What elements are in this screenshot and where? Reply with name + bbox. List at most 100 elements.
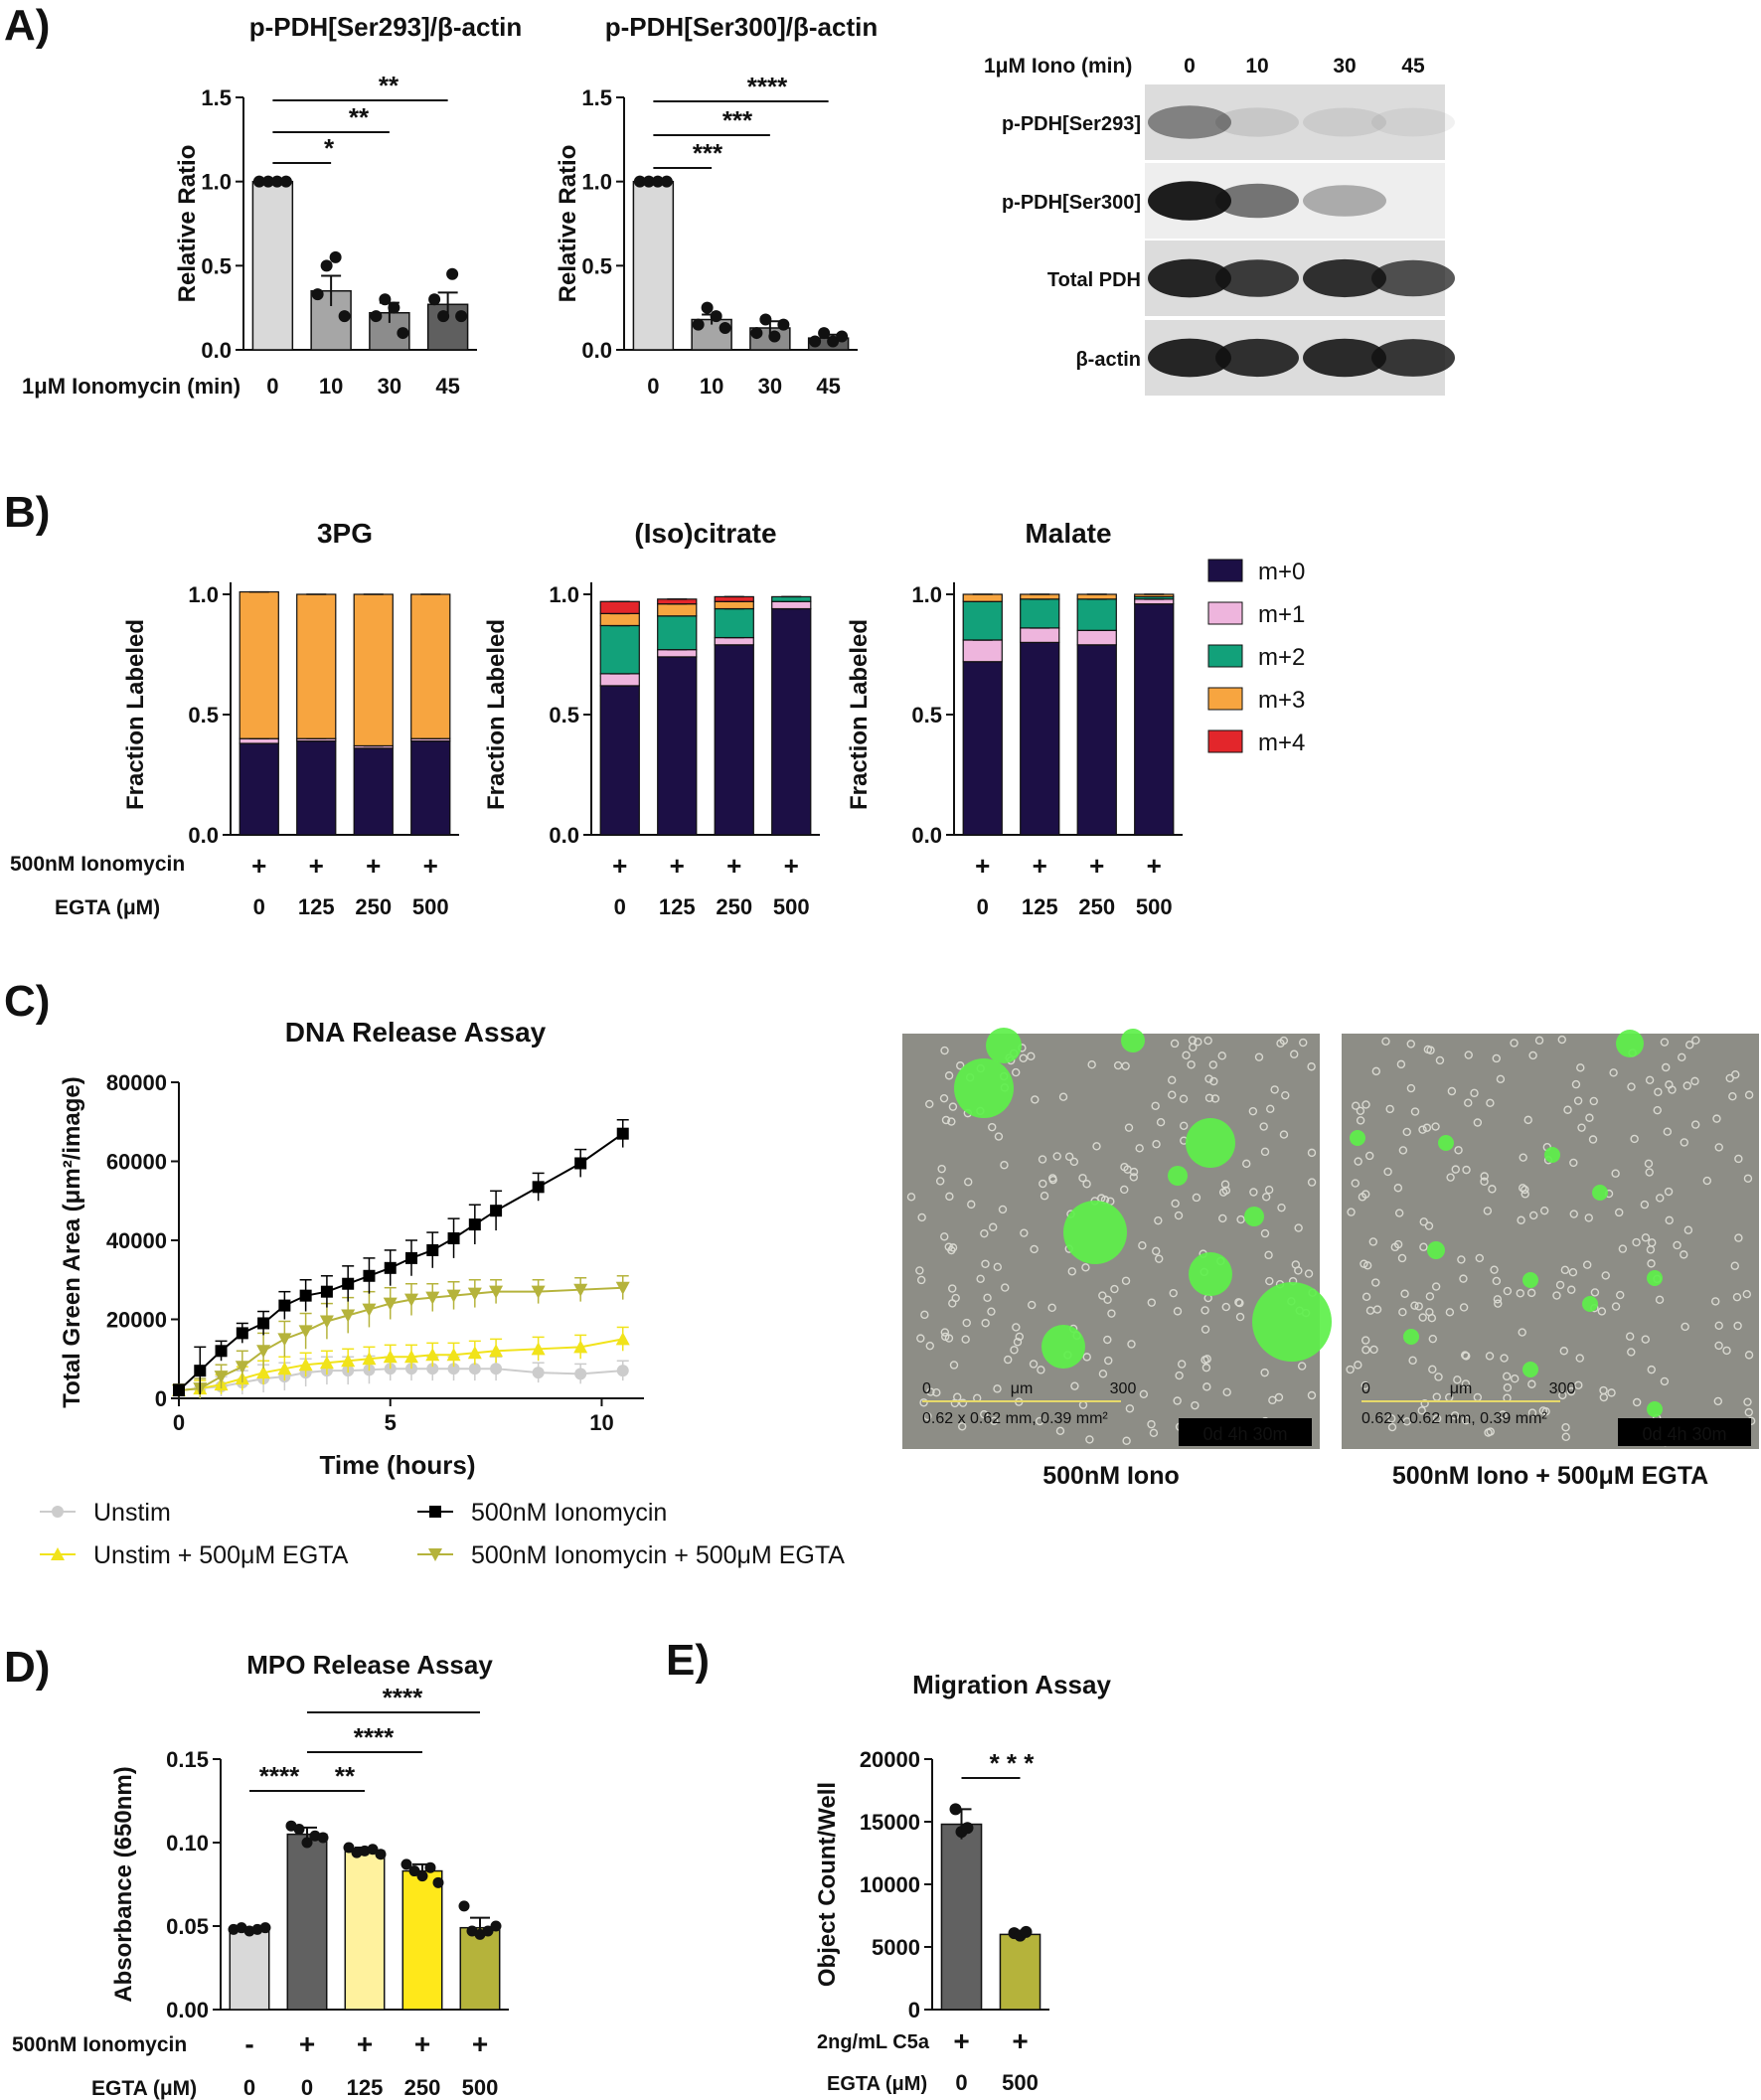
marker bbox=[383, 1350, 398, 1364]
y-tick-label: 10000 bbox=[860, 1872, 920, 1897]
green-stain bbox=[1544, 1147, 1560, 1163]
data-point bbox=[370, 310, 383, 323]
cell bbox=[1680, 1250, 1688, 1259]
cell bbox=[1030, 1244, 1039, 1254]
scale-dims: 0.62 x 0.62 mm, 0.39 mm² bbox=[922, 1410, 1108, 1427]
cell bbox=[1616, 1290, 1625, 1300]
marker bbox=[425, 1291, 440, 1305]
cell bbox=[1702, 1176, 1712, 1186]
legend-label: m+0 bbox=[1258, 559, 1305, 585]
y-tick-label: 0.5 bbox=[201, 253, 232, 278]
cell bbox=[1502, 1372, 1512, 1381]
cell bbox=[1552, 1291, 1561, 1300]
cell bbox=[937, 1164, 946, 1174]
cell bbox=[1029, 1360, 1039, 1369]
cell bbox=[1410, 1107, 1420, 1116]
data-point bbox=[759, 313, 772, 326]
chart-title: DNA Release Assay bbox=[285, 1017, 547, 1048]
cell bbox=[1297, 1362, 1307, 1371]
stack-segment bbox=[1020, 627, 1060, 644]
chart-title: p-PDH[Ser293]/β-actin bbox=[249, 12, 523, 42]
cell bbox=[1194, 1038, 1202, 1047]
green-stain bbox=[1041, 1325, 1085, 1369]
row1-label: 500nM Ionomycin bbox=[12, 2033, 187, 2056]
data-point bbox=[701, 301, 714, 314]
green-stain bbox=[1592, 1185, 1608, 1201]
cell bbox=[1662, 1062, 1671, 1072]
cell bbox=[1192, 1193, 1201, 1203]
cell bbox=[1107, 1309, 1116, 1318]
cell bbox=[1462, 1352, 1471, 1361]
cell bbox=[1154, 1215, 1163, 1225]
cell bbox=[1048, 1174, 1057, 1183]
stack-segment bbox=[1076, 629, 1117, 646]
cell bbox=[1632, 1237, 1641, 1247]
cell bbox=[1480, 1177, 1489, 1186]
data-point bbox=[416, 1870, 428, 1882]
row1-tick: + bbox=[251, 851, 266, 881]
blot-row-label: β-actin bbox=[1075, 349, 1141, 371]
data-point bbox=[252, 175, 265, 188]
cell bbox=[1555, 1280, 1565, 1290]
cell bbox=[1122, 1436, 1131, 1445]
cell bbox=[1104, 1356, 1113, 1366]
x-tick-label: 30 bbox=[378, 374, 401, 399]
cell bbox=[1149, 1428, 1159, 1438]
blot-band bbox=[1215, 259, 1299, 297]
cell bbox=[1425, 1292, 1435, 1301]
cell bbox=[1510, 1039, 1519, 1048]
cell bbox=[1147, 1298, 1156, 1307]
data-point bbox=[455, 310, 468, 323]
cell bbox=[1492, 1276, 1502, 1286]
cell bbox=[1630, 1134, 1639, 1144]
cell bbox=[1125, 1404, 1135, 1413]
cell bbox=[980, 1409, 989, 1419]
cell bbox=[1734, 1233, 1743, 1242]
marker bbox=[573, 1340, 588, 1354]
cell bbox=[1182, 1050, 1191, 1060]
blot-row-label: p-PDH[Ser293] bbox=[1002, 113, 1141, 135]
y-axis-label: Relative Ratio bbox=[555, 145, 581, 303]
cell bbox=[1398, 1146, 1408, 1155]
y-tick-label: 0.15 bbox=[166, 1747, 209, 1772]
cell bbox=[925, 1099, 934, 1109]
cell bbox=[1406, 1083, 1416, 1093]
cell bbox=[1414, 1302, 1423, 1311]
stack-segment bbox=[599, 685, 640, 836]
legend-label: m+2 bbox=[1258, 644, 1305, 671]
cell bbox=[1644, 1159, 1654, 1169]
legend-label: m+1 bbox=[1258, 601, 1305, 628]
cell bbox=[1085, 1435, 1094, 1444]
cell bbox=[1459, 1303, 1469, 1312]
y-tick-label: 0 bbox=[155, 1386, 167, 1411]
cell bbox=[1221, 1186, 1231, 1196]
marker bbox=[362, 1352, 377, 1366]
bar bbox=[286, 1833, 328, 2011]
green-stain bbox=[1522, 1272, 1538, 1288]
cell bbox=[1402, 1127, 1411, 1137]
cell bbox=[1369, 1345, 1378, 1355]
cell bbox=[1354, 1157, 1362, 1166]
cell bbox=[1560, 1265, 1570, 1275]
blot-band bbox=[1371, 339, 1455, 377]
row2-label: EGTA (μM) bbox=[55, 896, 160, 919]
y-tick-label: 20000 bbox=[106, 1308, 167, 1333]
cell bbox=[1641, 1335, 1650, 1344]
cell bbox=[1120, 1163, 1129, 1172]
row1-label: 2ng/mL C5a bbox=[817, 2031, 930, 2053]
micrograph-caption: 500nM Iono bbox=[1042, 1462, 1180, 1490]
x-tick-label: 5 bbox=[385, 1410, 397, 1435]
cell bbox=[988, 1122, 997, 1132]
cell bbox=[1722, 1346, 1731, 1356]
cell bbox=[1203, 1036, 1212, 1046]
cell bbox=[1632, 1397, 1642, 1407]
row1-tick: + bbox=[1147, 851, 1162, 881]
cell bbox=[1521, 1190, 1529, 1199]
cell bbox=[1058, 1092, 1068, 1101]
blot-band bbox=[1303, 107, 1386, 137]
cell bbox=[1714, 1143, 1723, 1152]
data-point bbox=[692, 318, 705, 331]
x-tick-label: 45 bbox=[816, 374, 840, 399]
cell bbox=[1645, 1168, 1654, 1177]
cell bbox=[956, 1061, 965, 1070]
